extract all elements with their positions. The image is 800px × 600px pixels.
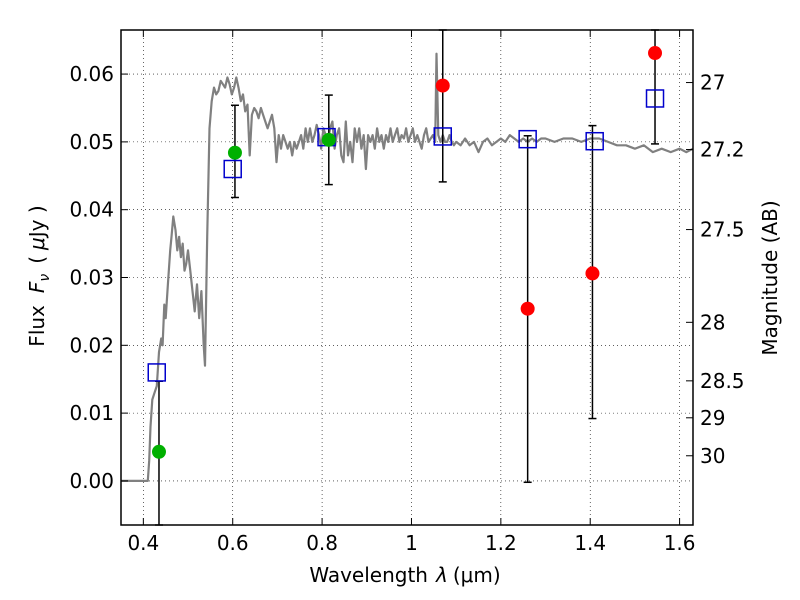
x-tick-label: 1.6: [664, 531, 696, 555]
y-tick-label: 0.01: [69, 401, 114, 425]
y-right-tick-label: 29: [700, 406, 725, 430]
model-photometry-square: [585, 131, 604, 151]
x-axis-ticks: 0.4 0.6 0.8 1 1.2 1.4 1.6: [127, 30, 696, 555]
y-axis-left-label: FluxFν(μJy ): [25, 205, 53, 346]
model-photometry-square: [645, 89, 665, 108]
x-tick-label: 1: [405, 531, 418, 555]
x-tick-label: 1.4: [574, 531, 606, 555]
x-tick-label: 0.6: [217, 531, 249, 555]
y-tick-label: 0.04: [69, 198, 114, 222]
x-tick-label: 0.8: [306, 531, 338, 555]
y-right-tick-label: 28.5: [700, 369, 745, 393]
model-photometry-square: [223, 159, 242, 179]
model-photometry-square: [147, 363, 166, 382]
model-spectrum: [121, 52, 694, 482]
y-right-tick-label: 28: [700, 310, 725, 334]
y-right-tick-label: 27.5: [700, 218, 745, 242]
y-axis-right-label: Magnitude (AB): [758, 200, 782, 355]
measured-photometry-points: [151, 46, 663, 459]
y-tick-label: 0.02: [69, 333, 114, 357]
x-axis-label: Wavelength λ (μm): [309, 563, 500, 587]
y-tick-label: 0.03: [69, 266, 114, 290]
model-photometry-square: [433, 127, 452, 146]
grid-lines: [121, 30, 693, 525]
y-right-tick-label: 27: [700, 71, 725, 95]
y-axis-right-ticks: 27 27.2 27.5 28 28.5 29 30: [686, 71, 745, 468]
y-axis-left-ticks: 0.00 0.01 0.02 0.03 0.04 0.05 0.06: [69, 62, 128, 493]
y-right-tick-label: 30: [700, 444, 725, 468]
nondetection-point: [520, 301, 535, 316]
nondetection-point: [648, 46, 663, 61]
y-tick-label: 0.06: [69, 62, 114, 86]
y-tick-label: 0.00: [69, 469, 114, 493]
error-bars: [154, 29, 660, 526]
nondetection-point: [435, 78, 450, 93]
detection-point: [227, 145, 242, 160]
model-photometry-square: [518, 129, 537, 149]
detection-point: [151, 444, 166, 459]
y-tick-label: 0.05: [69, 130, 114, 154]
nondetection-point: [585, 266, 600, 281]
x-tick-label: 1.2: [485, 531, 517, 555]
spectrum-line: [121, 52, 694, 482]
detection-point: [321, 132, 336, 147]
y-right-tick-label: 27.2: [700, 138, 745, 162]
x-tick-label: 0.4: [127, 531, 159, 555]
